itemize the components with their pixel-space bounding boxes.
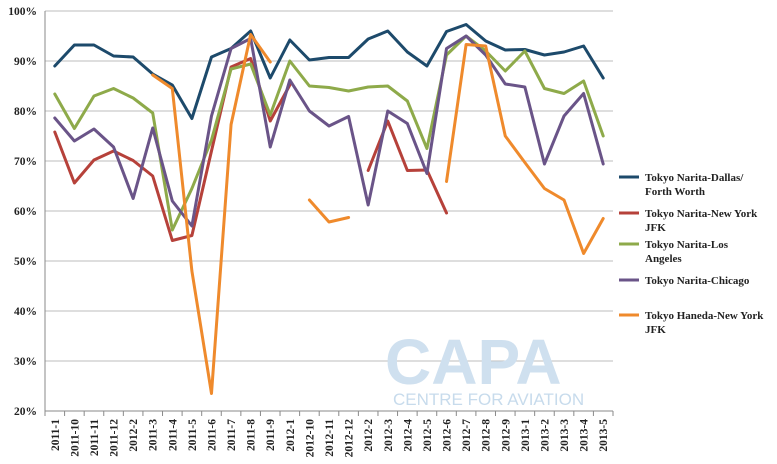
legend-label: Tokyo Narita-New York JFK bbox=[645, 208, 758, 234]
x-tick-label: 2011-1 bbox=[50, 419, 62, 451]
x-tick-label: 2011-11 bbox=[89, 419, 101, 456]
x-tick-label: 2012-10 bbox=[304, 419, 316, 458]
y-tick-label: 70% bbox=[14, 156, 37, 168]
x-tick-label: 2012-5 bbox=[422, 419, 434, 452]
y-tick-label: 40% bbox=[14, 306, 37, 318]
series-line bbox=[53, 34, 605, 228]
series-segment bbox=[445, 43, 605, 255]
series-lines bbox=[53, 23, 605, 395]
series-segment bbox=[366, 119, 449, 215]
x-tick-label: 2011-8 bbox=[246, 419, 258, 451]
legend: Tokyo Narita-Dallas/Forth Worth Tokyo Nar… bbox=[619, 172, 764, 336]
y-tick-label: 90% bbox=[14, 56, 37, 68]
x-tick-label: 2012-3 bbox=[383, 419, 395, 452]
x-tick-label: 2012-11 bbox=[324, 419, 336, 457]
x-tick-label: 2012-12 bbox=[344, 419, 356, 458]
x-tick-label: 2012-8 bbox=[481, 419, 493, 452]
legend-label: Tokyo Narita-Dallas/Forth Worth bbox=[645, 172, 744, 198]
y-tick-label: 50% bbox=[14, 256, 37, 268]
axes bbox=[44, 11, 614, 416]
series-line bbox=[151, 33, 605, 395]
series-segment bbox=[53, 34, 605, 232]
x-tick-label: 2012-9 bbox=[500, 419, 512, 452]
x-tick-label: 2011-12 bbox=[109, 419, 121, 457]
series-segment bbox=[53, 57, 292, 242]
series-segment bbox=[53, 34, 605, 228]
x-tick-label: 2012-2 bbox=[363, 419, 375, 452]
x-tick-label: 2011-3 bbox=[148, 419, 160, 451]
legend-label: Tokyo Narita-Los Angeles bbox=[645, 239, 729, 265]
x-tick-label: 2012-2 bbox=[128, 419, 140, 452]
x-axis-tick-labels: 2011-1 2011-10 2011-11 2011-12 2012-2 2011-3 2… bbox=[50, 419, 610, 458]
y-tick-label: 60% bbox=[14, 206, 37, 218]
grid-lines bbox=[45, 10, 613, 412]
y-axis-tick-labels: 20% 30% 40% 50% 60% 70% 80% 90% 100% bbox=[8, 6, 37, 418]
x-tick-label: 2013-2 bbox=[539, 419, 551, 452]
series-line bbox=[53, 23, 605, 120]
x-tick-label: 2011-6 bbox=[206, 419, 218, 451]
series-segment bbox=[53, 23, 605, 120]
series-line bbox=[53, 34, 605, 232]
legend-label: Tokyo Haneda-New York JFK bbox=[645, 310, 764, 336]
watermark-tagline: CENTRE FOR AVIATION bbox=[393, 390, 584, 409]
x-tick-label: 2011-5 bbox=[187, 419, 199, 451]
watermark-brand: CAPA bbox=[385, 326, 562, 398]
y-tick-label: 100% bbox=[8, 6, 37, 18]
capa-watermark: CAPA CENTRE FOR AVIATION bbox=[385, 326, 584, 409]
x-tick-label: 2011-9 bbox=[265, 419, 277, 451]
x-tick-label: 2013-4 bbox=[579, 419, 591, 452]
x-tick-label: 2011-10 bbox=[69, 419, 81, 457]
x-tick-label: 2012-6 bbox=[442, 419, 454, 452]
y-tick-label: 30% bbox=[14, 356, 37, 368]
x-tick-label: 2012-7 bbox=[461, 419, 473, 452]
x-tick-label: 2013-1 bbox=[520, 419, 532, 452]
x-tick-label: 2011-7 bbox=[226, 419, 238, 451]
x-tick-label: 2013-5 bbox=[598, 419, 610, 452]
legend-label: Tokyo Narita-Chicago bbox=[645, 275, 750, 287]
y-tick-label: 80% bbox=[14, 106, 37, 118]
y-tick-label: 20% bbox=[14, 406, 37, 418]
series-segment bbox=[307, 198, 351, 224]
x-tick-label: 2012-4 bbox=[402, 419, 414, 452]
x-tick-label: 2011-4 bbox=[167, 419, 179, 451]
x-tick-label: 2013-3 bbox=[559, 419, 571, 452]
x-tick-label: 2012-1 bbox=[285, 419, 297, 452]
series-segment bbox=[151, 33, 272, 395]
